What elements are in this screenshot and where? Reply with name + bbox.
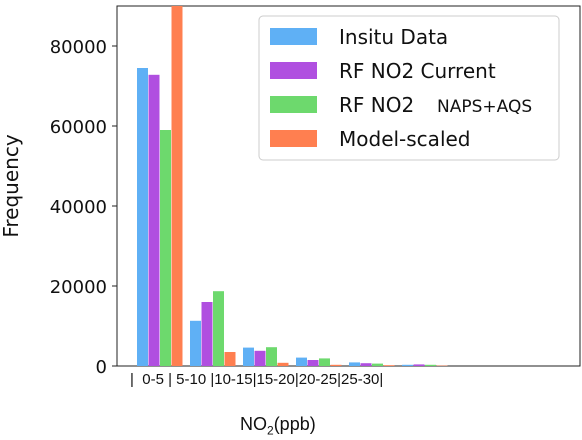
bar [296,357,307,366]
legend-label-suffix: NAPS+AQS [437,97,532,117]
bar [372,363,383,366]
bar [160,130,171,366]
legend: Insitu Data RF NO2 Current RF NO2 NAPS+AQS M… [258,15,560,161]
bar [349,362,360,366]
legend-swatch [270,130,317,147]
y-tick-label: 20000 [50,277,107,298]
bar [360,363,372,366]
bar [201,302,213,366]
legend-swatch [270,28,317,45]
bar [254,350,266,366]
bar [243,347,254,366]
legend-swatch [270,96,317,113]
y-tick-label: 0 [96,357,107,378]
bar [307,360,319,366]
y-axis-label: Frequency [0,134,23,237]
bar [425,364,436,366]
bar [277,362,289,366]
legend-label: RF NO2 [339,93,414,117]
bar [402,364,413,366]
legend-label: RF NO2 Current [339,59,496,83]
category-tick-labels: | 0-5 | 5-10 |10-15|15-20|20-25|25-30| [130,371,383,388]
x-axis-label: NO2(ppb) [240,414,316,438]
bar [266,347,277,366]
bar [383,365,395,366]
bar [148,74,160,367]
bar [137,68,148,366]
y-axis: 0 20000 40000 60000 80000 [50,37,117,378]
y-tick-label: 40000 [50,197,107,218]
bar [224,352,236,366]
plot-frame [116,5,581,367]
legend-label: Model-scaled [339,127,471,151]
y-tick-label: 60000 [50,117,107,138]
y-tick-label: 80000 [50,37,107,58]
legend-label: Insitu Data [339,25,448,49]
bar [171,6,183,366]
bars-group [137,6,448,367]
bar [190,320,201,366]
bar [319,358,330,366]
bar [330,364,342,366]
legend-swatch [270,62,317,79]
bar [213,291,224,366]
bar [413,364,425,366]
legend-box [258,15,560,161]
